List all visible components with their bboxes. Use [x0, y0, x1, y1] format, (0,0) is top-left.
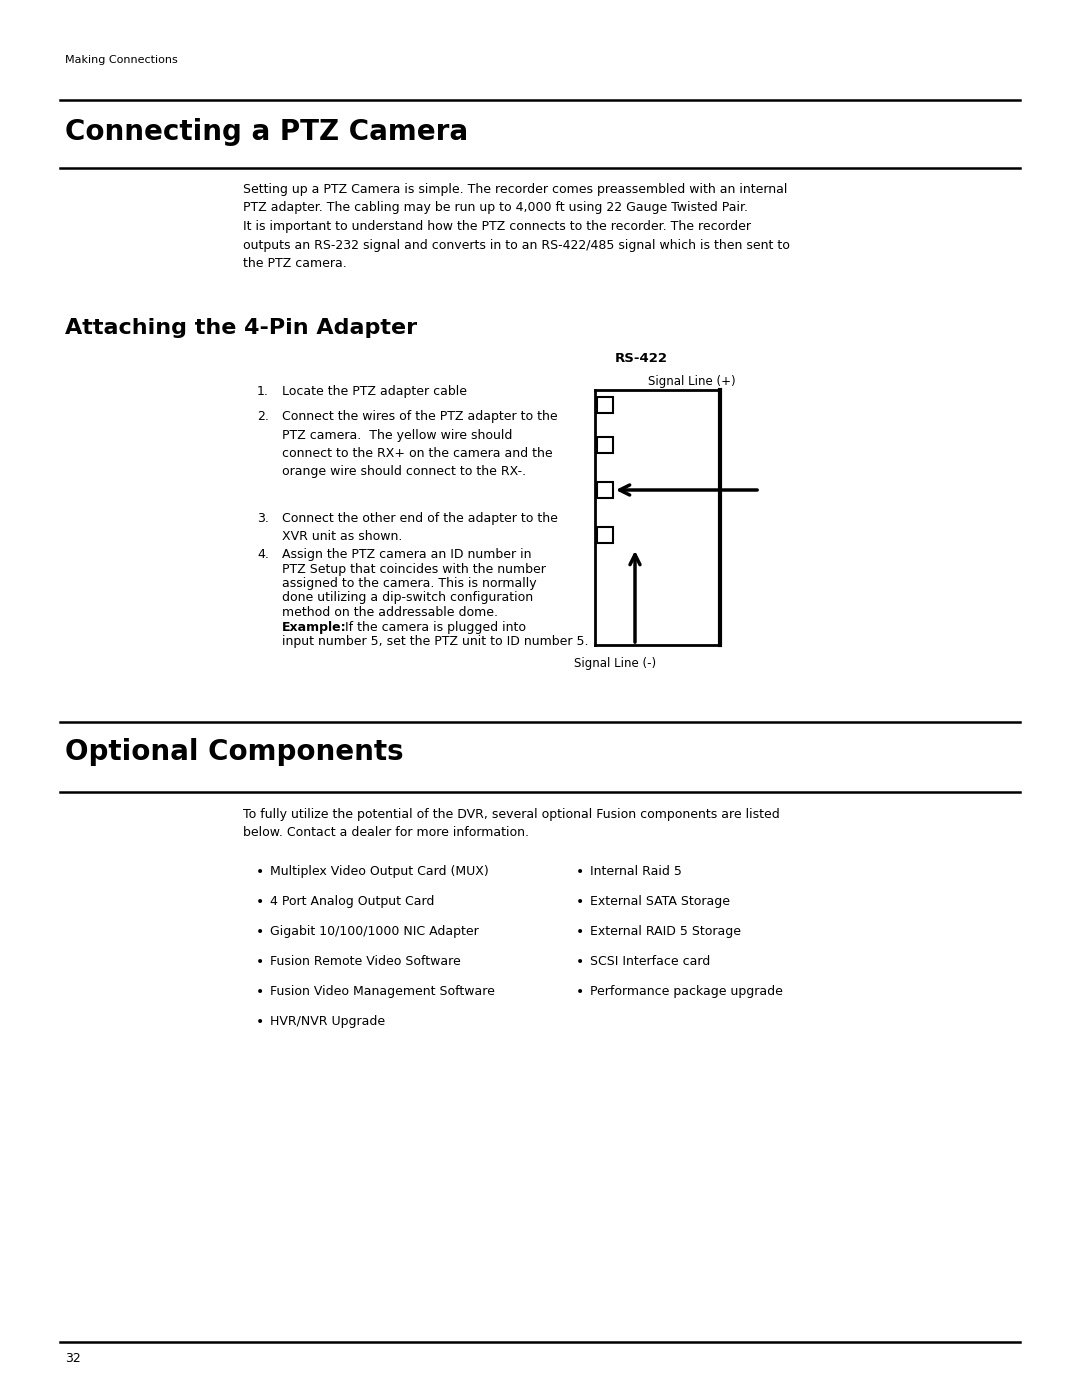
Text: 2.: 2. — [257, 409, 269, 423]
Text: To fully utilize the potential of the DVR, several optional Fusion components ar: To fully utilize the potential of the DV… — [243, 807, 780, 840]
Text: Internal Raid 5: Internal Raid 5 — [590, 865, 681, 877]
Text: External RAID 5 Storage: External RAID 5 Storage — [590, 925, 741, 937]
Text: 32: 32 — [65, 1352, 81, 1365]
Text: Optional Components: Optional Components — [65, 738, 404, 766]
Text: input number 5, set the PTZ unit to ID number 5.: input number 5, set the PTZ unit to ID n… — [282, 636, 589, 648]
Text: 4.: 4. — [257, 548, 269, 562]
Text: •: • — [256, 985, 265, 999]
Bar — [597, 482, 613, 497]
Text: HVR/NVR Upgrade: HVR/NVR Upgrade — [270, 1016, 386, 1028]
Text: Signal Line (+): Signal Line (+) — [648, 374, 735, 388]
Text: •: • — [256, 895, 265, 909]
Text: Connecting a PTZ Camera: Connecting a PTZ Camera — [65, 117, 468, 147]
Text: SCSI Interface card: SCSI Interface card — [590, 956, 711, 968]
Text: PTZ Setup that coincides with the number: PTZ Setup that coincides with the number — [282, 563, 545, 576]
Text: •: • — [256, 925, 265, 939]
Text: •: • — [256, 865, 265, 879]
Text: •: • — [256, 956, 265, 970]
Text: 1.: 1. — [257, 386, 269, 398]
Text: assigned to the camera. This is normally: assigned to the camera. This is normally — [282, 577, 537, 590]
Text: 3.: 3. — [257, 511, 269, 525]
Text: Example:: Example: — [282, 620, 347, 633]
Text: 4 Port Analog Output Card: 4 Port Analog Output Card — [270, 895, 434, 908]
Text: Connect the other end of the adapter to the
XVR unit as shown.: Connect the other end of the adapter to … — [282, 511, 558, 543]
Bar — [597, 527, 613, 543]
Text: Connect the wires of the PTZ adapter to the
PTZ camera.  The yellow wire should
: Connect the wires of the PTZ adapter to … — [282, 409, 557, 479]
Text: Multiplex Video Output Card (MUX): Multiplex Video Output Card (MUX) — [270, 865, 489, 877]
Text: External SATA Storage: External SATA Storage — [590, 895, 730, 908]
Text: If the camera is plugged into: If the camera is plugged into — [337, 620, 526, 633]
Bar — [597, 437, 613, 453]
Text: Fusion Video Management Software: Fusion Video Management Software — [270, 985, 495, 997]
Text: Fusion Remote Video Software: Fusion Remote Video Software — [270, 956, 461, 968]
Text: Setting up a PTZ Camera is simple. The recorder comes preassembled with an inter: Setting up a PTZ Camera is simple. The r… — [243, 183, 789, 270]
Text: Locate the PTZ adapter cable: Locate the PTZ adapter cable — [282, 386, 467, 398]
Text: •: • — [576, 925, 584, 939]
Text: •: • — [576, 895, 584, 909]
Bar — [597, 397, 613, 414]
Text: Signal Line (-): Signal Line (-) — [573, 657, 657, 671]
Text: Making Connections: Making Connections — [65, 54, 178, 66]
Text: •: • — [256, 1016, 265, 1030]
Text: Assign the PTZ camera an ID number in: Assign the PTZ camera an ID number in — [282, 548, 531, 562]
Text: Performance package upgrade: Performance package upgrade — [590, 985, 783, 997]
Text: method on the addressable dome.: method on the addressable dome. — [282, 606, 498, 619]
Text: •: • — [576, 956, 584, 970]
Text: Gigabit 10/100/1000 NIC Adapter: Gigabit 10/100/1000 NIC Adapter — [270, 925, 478, 937]
Text: RS-422: RS-422 — [615, 352, 669, 365]
Text: •: • — [576, 865, 584, 879]
Text: Attaching the 4-Pin Adapter: Attaching the 4-Pin Adapter — [65, 319, 417, 338]
Text: •: • — [576, 985, 584, 999]
Text: done utilizing a dip-switch configuration: done utilizing a dip-switch configuratio… — [282, 591, 534, 605]
